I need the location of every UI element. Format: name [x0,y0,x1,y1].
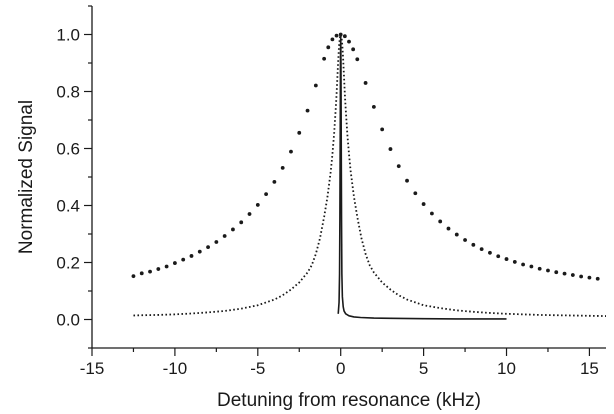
data-point [280,165,285,170]
data-point [446,226,451,231]
data-point [413,191,418,196]
data-point [454,232,459,237]
data-point [334,33,339,38]
y-tick-label: 0.4 [56,197,80,216]
data-point [512,260,517,264]
series-dense-dots [133,31,607,317]
data-point [247,212,252,216]
chart-axes: -15 -10 -5 0 5 10 15 0.0 0.2 0.4 0.6 0.8 1.0 [56,5,606,378]
data-point [313,83,318,88]
data-point [264,192,268,197]
data-point [139,271,144,276]
x-tick-label: 5 [419,359,428,378]
data-point [363,81,368,85]
data-point [355,57,360,62]
data-point [214,240,219,244]
data-point [554,270,559,275]
data-point [371,104,376,109]
data-point [587,275,592,280]
x-axis-title: Detuning from resonance (kHz) [217,390,481,411]
data-point [206,245,210,250]
chart-series [131,31,607,320]
data-point [595,276,600,281]
data-point [231,227,235,232]
x-tick-label: -10 [163,359,188,378]
data-point [347,39,351,44]
series-line [133,31,607,317]
data-point [189,254,194,258]
data-point [438,219,443,224]
series-line [337,33,507,320]
series-solid-line [337,33,507,320]
data-point [255,203,260,207]
y-axis-title: Normalized Signal [16,100,37,254]
y-tick-label: 0.8 [56,83,80,102]
data-point [570,273,575,277]
data-point [562,271,567,276]
y-tick-label: 0.0 [56,311,80,330]
data-point [322,56,327,61]
data-point [297,130,302,135]
data-point [148,269,152,274]
data-point [579,274,584,279]
data-point [351,47,356,52]
data-point [197,249,202,254]
data-point [173,261,177,265]
data-point [537,266,542,271]
y-tick-label: 0.2 [56,254,80,273]
data-point [326,45,331,50]
data-point [181,257,186,262]
data-point [330,37,335,42]
data-point [396,164,401,169]
data-point [388,147,393,151]
data-point [463,238,467,242]
y-tick-label: 1.0 [56,26,80,45]
data-point [156,267,161,271]
data-point [289,149,293,154]
data-point [496,254,501,259]
data-point [272,179,277,184]
x-tick-label: 0 [336,359,345,378]
data-point [471,242,476,247]
data-point [305,108,310,113]
data-point [380,127,385,132]
data-point [479,247,484,252]
x-tick-label: 10 [497,359,516,378]
data-point [239,220,244,225]
x-tick-label: -15 [80,359,105,378]
x-tick-label: 15 [580,359,599,378]
data-point [521,262,525,267]
data-point [488,250,492,255]
data-point [164,264,169,269]
data-point [131,274,136,279]
y-tick-label: 0.6 [56,140,80,159]
series-sparse-dots [131,32,600,281]
chart-axis-labels: Detuning from resonance (kHz) Normalized… [16,100,481,411]
data-point [430,211,434,216]
data-point [222,234,227,238]
x-tick-label: -5 [250,359,265,378]
data-point [504,257,509,261]
data-point [421,202,426,206]
data-point [405,178,409,183]
data-point [529,264,534,269]
data-point [342,34,347,39]
data-point [546,268,550,273]
